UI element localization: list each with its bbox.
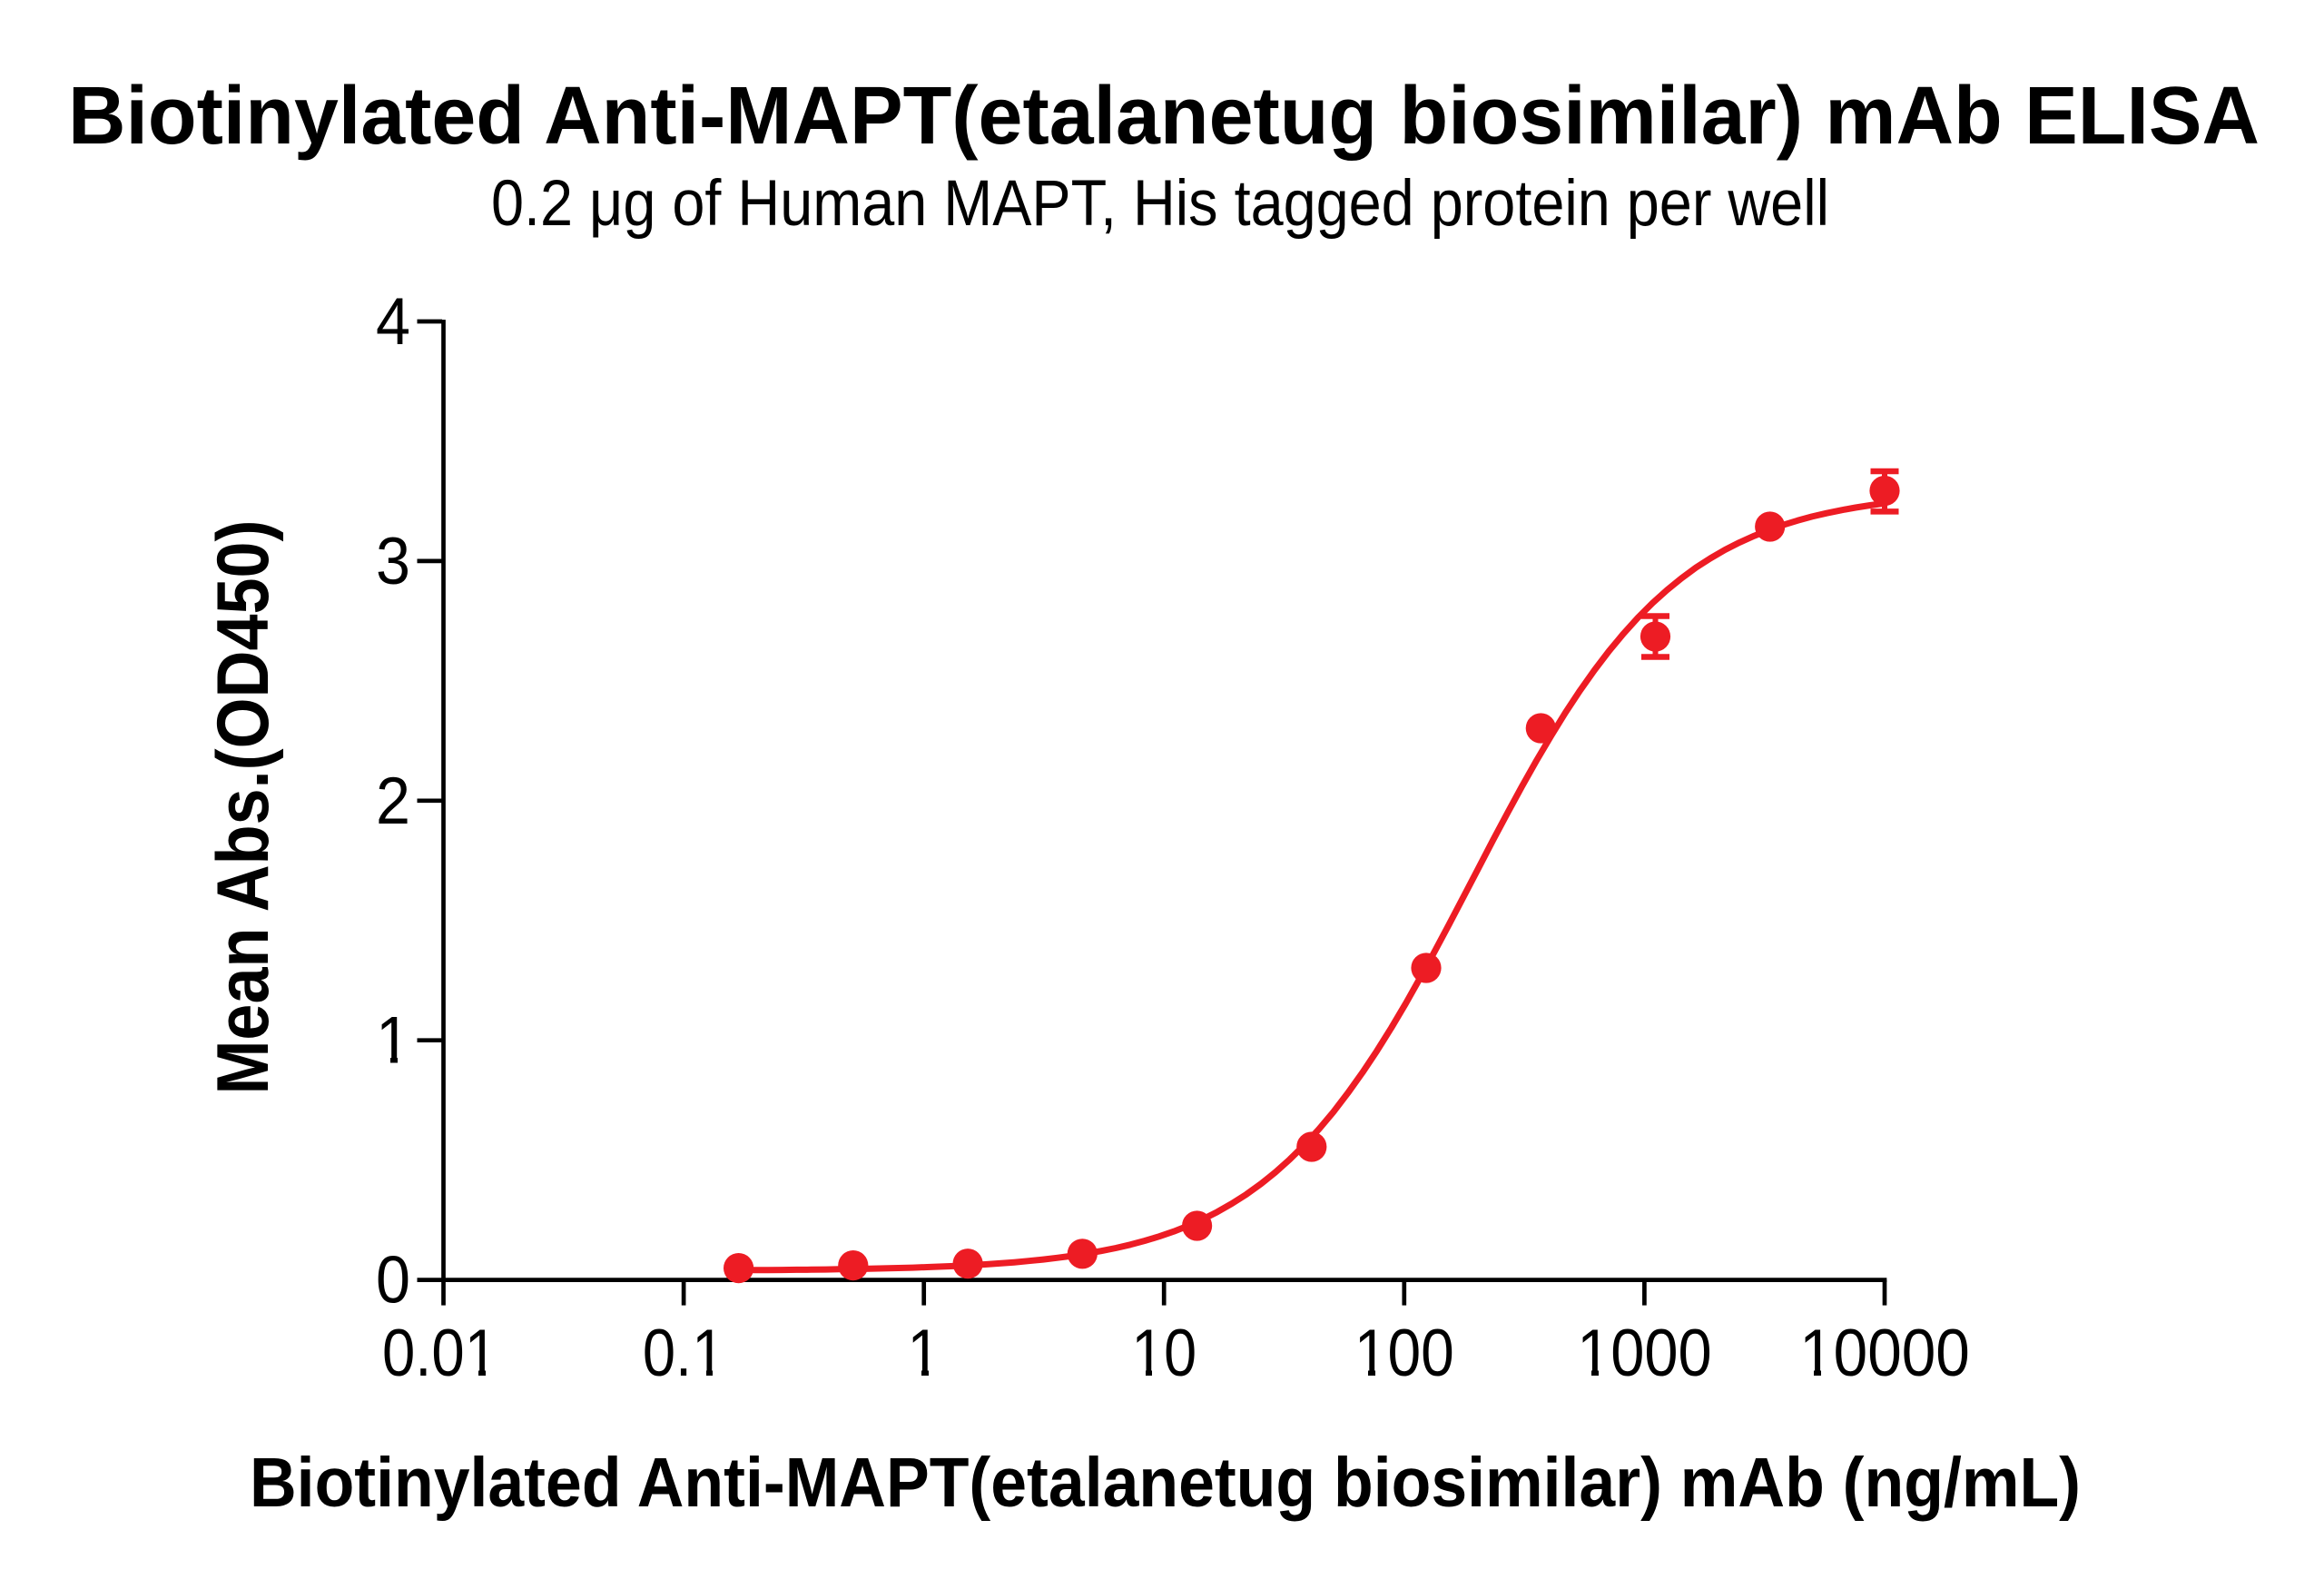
svg-text:1: 1 [907,1317,940,1390]
svg-text:0: 0 [376,1244,410,1318]
svg-text:Mean Abs.(OD450): Mean Abs.(OD450) [202,520,284,1095]
svg-text:0.01: 0.01 [382,1317,497,1390]
svg-text:3: 3 [376,525,410,598]
svg-text:0.2 μg of Human MAPT, His tagg: 0.2 μg of Human MAPT, His tagged protein… [491,167,1829,240]
svg-text:10: 10 [1131,1317,1196,1390]
svg-text:1: 1 [376,1004,410,1078]
svg-text:0.1: 0.1 [643,1317,725,1390]
svg-text:4: 4 [376,285,410,359]
svg-text:1000: 1000 [1577,1317,1712,1390]
svg-text:100: 100 [1354,1317,1454,1390]
svg-text:10000: 10000 [1799,1317,1970,1390]
svg-text:2: 2 [376,765,410,838]
svg-text:Biotinylated Anti-MAPT(etalane: Biotinylated Anti-MAPT(etalanetug biosim… [250,1444,2081,1522]
svg-text:Biotinylated Anti-MAPT(etalane: Biotinylated Anti-MAPT(etalanetug biosim… [68,71,2260,162]
